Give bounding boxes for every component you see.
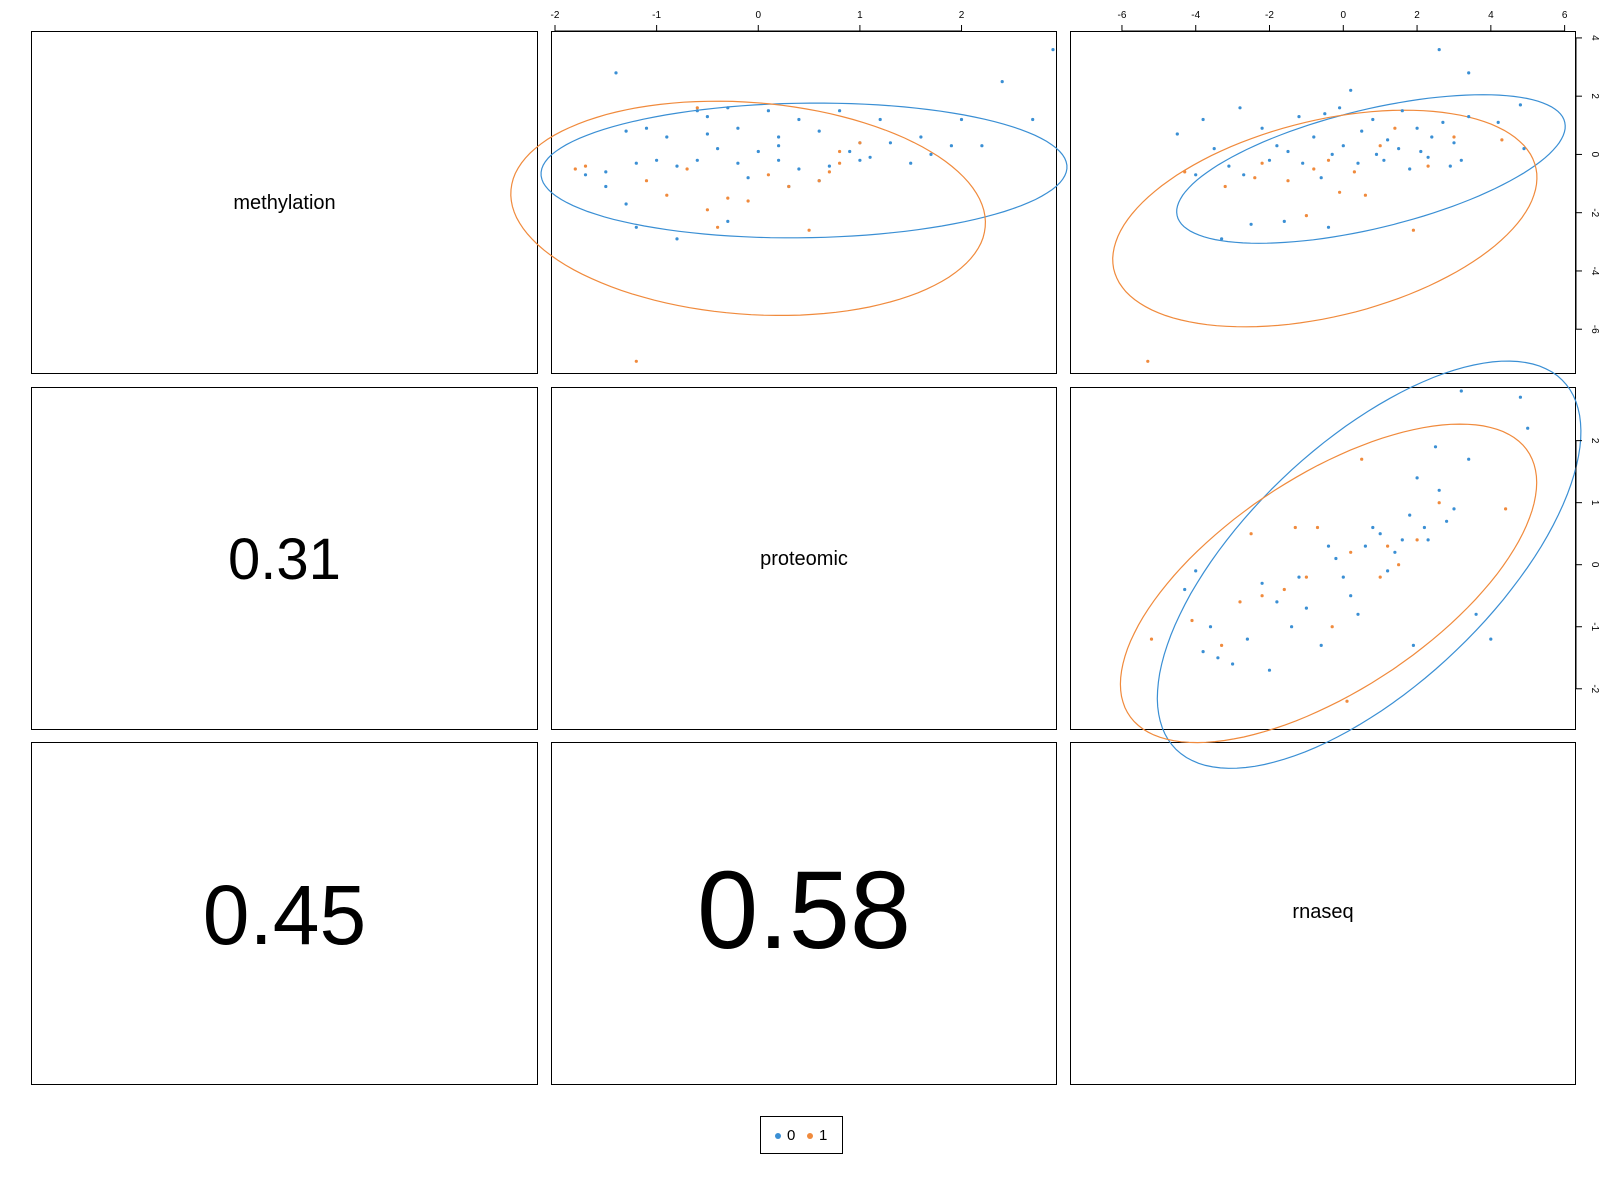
x-tick-label: 4: [1488, 10, 1494, 21]
y-tick-label: -4: [1589, 267, 1600, 276]
x-tick-label: 2: [1414, 10, 1420, 21]
x-tick-label: -2: [1265, 10, 1274, 21]
y-tick-label: -2: [1589, 208, 1600, 217]
panel-diag-proteomic: proteomic: [551, 387, 1057, 730]
y-tick-label: -2: [1589, 684, 1600, 693]
y-tick-label: 0: [1589, 562, 1600, 568]
legend-item-1: 1: [807, 1127, 827, 1145]
x-tick-label: 1: [857, 10, 863, 21]
x-tick-label: -2: [551, 10, 560, 21]
x-tick-label: 0: [1341, 10, 1347, 21]
legend-marker-0: [775, 1133, 781, 1140]
panel-corr-proteomic-rnaseq: 0.58: [551, 742, 1057, 1085]
x-tick-label: 6: [1562, 10, 1568, 21]
panel-corr-methylation-proteomic: 0.31: [31, 387, 538, 730]
y-tick-label: 2: [1589, 93, 1600, 99]
y-tick-label: -6: [1589, 325, 1600, 334]
correlation-value: 0.45: [202, 868, 367, 962]
x-tick-label: -4: [1191, 10, 1200, 21]
legend-marker-1: [807, 1133, 813, 1140]
panel-corr-methylation-rnaseq: 0.45: [31, 742, 538, 1085]
variable-label-rnaseq: rnaseq: [1292, 901, 1354, 923]
y-tick-label: 1: [1589, 500, 1600, 506]
legend-label-0: 0: [787, 1127, 796, 1144]
scatter-panel-rnaseq-proteomic: [1070, 387, 1576, 730]
y-tick-label: 2: [1589, 438, 1600, 444]
panel-diag-methylation: methylation: [31, 31, 538, 374]
correlation-value: 0.31: [228, 527, 341, 592]
x-tick-label: -6: [1118, 10, 1127, 21]
legend: 0 1: [760, 1116, 843, 1154]
x-tick-label: 0: [755, 10, 761, 21]
panel-diag-rnaseq: rnaseq: [1070, 742, 1576, 1085]
legend-label-1: 1: [819, 1127, 828, 1144]
legend-item-0: 0: [775, 1127, 795, 1145]
y-tick-label: 0: [1589, 152, 1600, 158]
variable-label-methylation: methylation: [233, 192, 336, 214]
y-tick-label: 4: [1589, 35, 1600, 41]
correlation-value: 0.58: [696, 849, 912, 972]
scatter-panel-proteomic-methylation: [551, 31, 1057, 374]
x-tick-label: -1: [652, 10, 661, 21]
variable-label-proteomic: proteomic: [760, 548, 848, 570]
x-tick-label: 2: [959, 10, 965, 21]
y-tick-label: -1: [1589, 622, 1600, 631]
scatter-panel-rnaseq-methylation: [1070, 31, 1576, 374]
